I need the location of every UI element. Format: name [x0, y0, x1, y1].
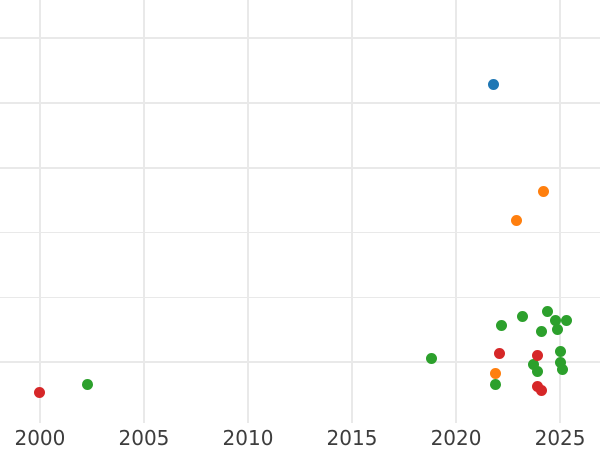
- scatter-point-red: [531, 349, 543, 361]
- scatter-point-orange: [510, 214, 522, 226]
- scatter-point-green: [425, 353, 437, 365]
- scatter-point-red: [34, 386, 46, 398]
- horizontal-gridline: [0, 361, 600, 363]
- vertical-gridline: [143, 0, 145, 423]
- scatter-point-red: [535, 385, 547, 397]
- x-tick-label: 2000: [14, 426, 66, 450]
- scatter-point-orange: [537, 185, 549, 197]
- scatter-point-green: [552, 323, 564, 335]
- x-tick-label: 2025: [534, 426, 586, 450]
- scatter-point-green: [490, 378, 502, 390]
- x-tick-label: 2010: [222, 426, 274, 450]
- horizontal-gridline: [0, 296, 600, 299]
- plot-area: [0, 0, 600, 423]
- vertical-gridline: [559, 0, 561, 423]
- horizontal-gridline: [0, 37, 600, 39]
- x-tick-label: 2005: [118, 426, 170, 450]
- horizontal-gridline: [0, 231, 600, 234]
- scatter-point-red: [494, 348, 506, 360]
- scatter-point-green: [517, 310, 529, 322]
- horizontal-gridline: [0, 102, 600, 104]
- scatter-point-green: [550, 315, 562, 327]
- scatter-point-green: [82, 378, 94, 390]
- vertical-gridline: [247, 0, 249, 423]
- vertical-gridline: [39, 0, 41, 423]
- vertical-gridline: [455, 0, 457, 423]
- x-tick-label: 2015: [326, 426, 378, 450]
- scatter-point-green: [554, 345, 566, 357]
- scatter-point-green: [556, 364, 568, 376]
- scatter-point-green: [496, 319, 508, 331]
- scatter-point-green: [531, 366, 543, 378]
- scatter-point-orange: [490, 367, 502, 379]
- scatter-point-green: [560, 314, 572, 326]
- scatter-point-green: [535, 326, 547, 338]
- scatter-point-green: [542, 305, 554, 317]
- vertical-gridline: [351, 0, 353, 423]
- scatter-point-green: [527, 358, 539, 370]
- x-tick-label: 2020: [430, 426, 482, 450]
- scatter-point-blue: [487, 78, 499, 90]
- horizontal-gridline: [0, 167, 600, 169]
- scatter-point-green: [554, 356, 566, 368]
- x-axis: 2000 2005 2010 2015 2020 2025: [0, 423, 600, 450]
